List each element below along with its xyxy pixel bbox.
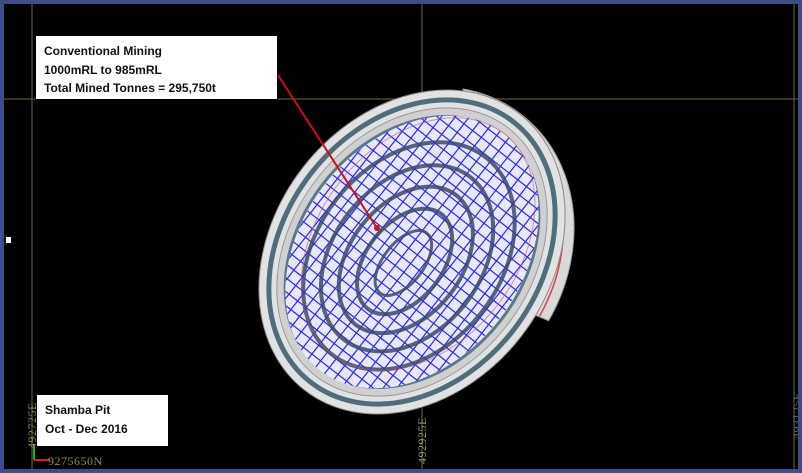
northing-label: 9275650N <box>48 454 103 468</box>
block-grid-line <box>260 85 452 331</box>
annotation-line-1: Conventional Mining <box>44 44 162 58</box>
block-grid-line <box>329 139 522 385</box>
block-grid-line <box>355 136 538 280</box>
block-grid-line <box>341 153 524 297</box>
edge-marker <box>6 237 11 243</box>
annotation-line-3: Total Mined Tonnes = 295,750t <box>44 81 216 96</box>
block-grid-line <box>328 171 511 314</box>
block-grid-line <box>267 249 450 392</box>
annotation-pointer-line <box>275 71 378 229</box>
block-grid-line <box>369 119 552 262</box>
plan-view: Conventional Mining 1000mRL to 985mRL To… <box>4 4 798 469</box>
bench-contour <box>355 206 455 317</box>
bench-contours <box>300 117 536 372</box>
annotation-line-2: 1000mRL to 985mRL <box>44 62 162 77</box>
block-grid-line <box>364 167 556 413</box>
pit-period: Oct - Dec 2016 <box>45 421 128 436</box>
design-outline <box>300 117 536 371</box>
block-grid-line <box>355 160 548 406</box>
bench-ring <box>266 97 558 407</box>
block-grid-line <box>303 119 496 365</box>
block-grid-line <box>260 257 443 401</box>
block-grid-line <box>294 214 477 358</box>
block-grid-line <box>268 92 461 338</box>
block-grid-line <box>320 133 513 379</box>
block-grid-line <box>314 188 497 332</box>
easting-label-right: 493125E <box>790 392 802 439</box>
block-grid-line <box>287 223 470 366</box>
pit-shell <box>232 66 592 438</box>
block-grid-line <box>308 197 491 340</box>
block-grid-line <box>375 110 558 254</box>
bench-contour <box>373 229 434 297</box>
pit-name: Shamba Pit <box>45 403 111 417</box>
block-grid-line <box>348 145 531 288</box>
pit-plan-drawing <box>4 4 798 469</box>
annotation-pointer-dot <box>374 225 380 231</box>
easting-label-left: 492725E <box>25 402 39 449</box>
axis-triad <box>33 444 50 461</box>
block-grid-line <box>321 179 504 323</box>
block-grid-line <box>312 126 504 372</box>
conventional-mining-annotation: Conventional Mining 1000mRL to 985mRL To… <box>35 35 278 100</box>
easting-label-mid: 492925E <box>415 417 429 464</box>
pit-name-label: Shamba Pit Oct - Dec 2016 <box>36 394 169 447</box>
block-grid-line <box>301 205 484 349</box>
block-grid-line <box>280 231 463 375</box>
